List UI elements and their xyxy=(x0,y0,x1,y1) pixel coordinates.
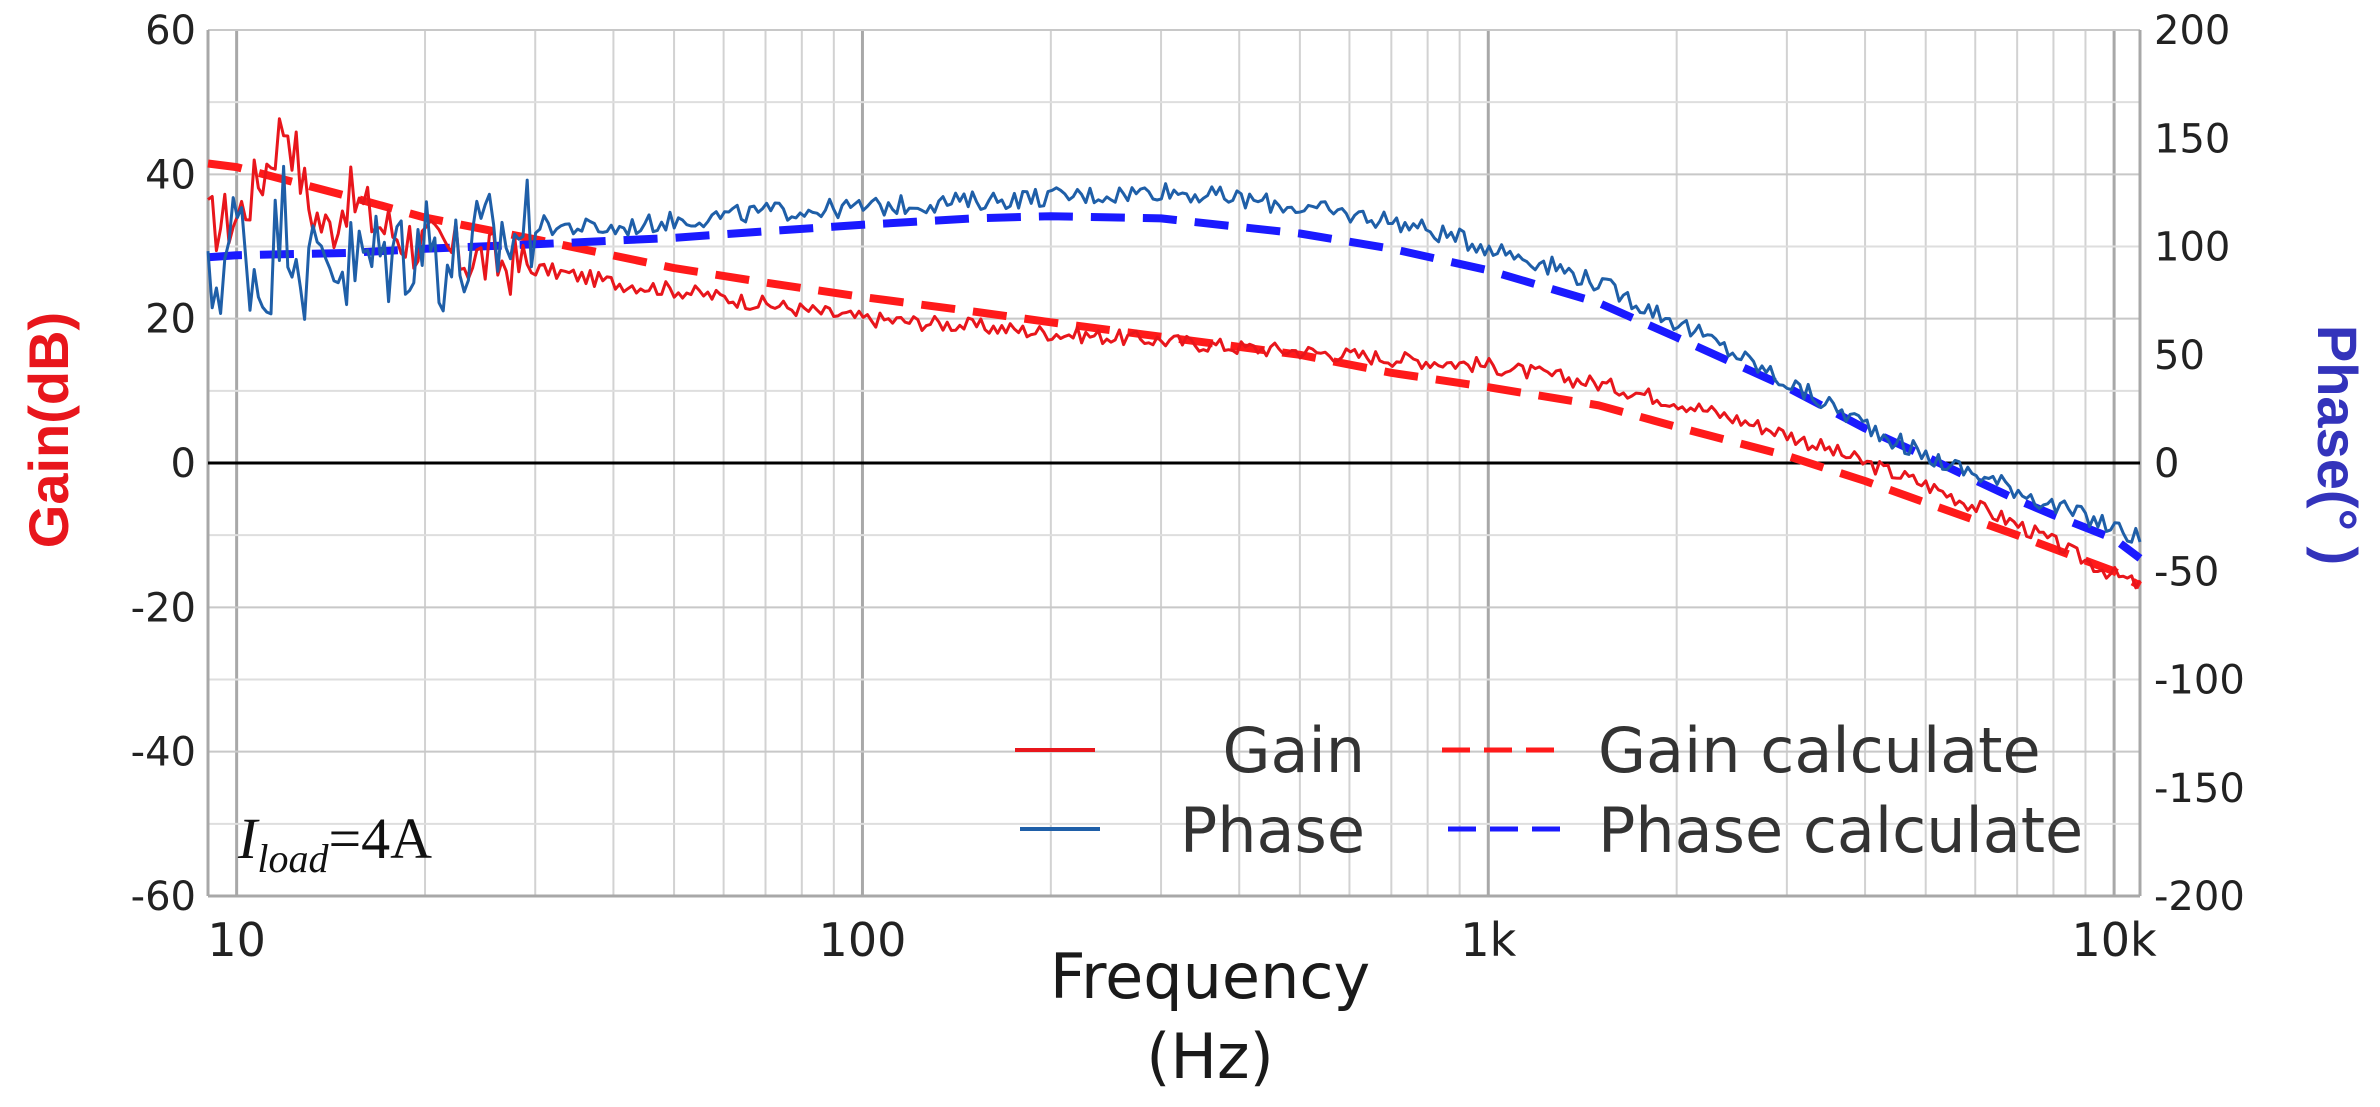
y-tick-label-right: 0 xyxy=(2154,441,2179,487)
y-tick-label-right: 50 xyxy=(2154,333,2205,379)
anno-subscript: load xyxy=(257,836,329,881)
y-tick-label-left: 20 xyxy=(145,297,196,343)
series-phase-line xyxy=(206,164,2142,544)
legend-label-phase-calculate: Phase calculate xyxy=(1598,794,2083,867)
legend-label-gain: Gain xyxy=(1222,714,1365,787)
y-tick-label-right: -150 xyxy=(2154,766,2245,812)
x-tick-label: 1k xyxy=(1460,913,1516,967)
legend-label-phase: Phase xyxy=(1180,794,1365,867)
y-tick-label-right: 200 xyxy=(2154,8,2230,54)
y-tick-label-left: -20 xyxy=(131,585,196,631)
y-tick-label-left: -40 xyxy=(131,730,196,776)
x-axis-unit: (Hz) xyxy=(1146,1020,1274,1093)
x-tick-label: 10k xyxy=(2072,913,2158,967)
y-ticks-left: 60 40 20 0 -20 -40 -60 xyxy=(131,8,196,920)
y-tick-label-left: 60 xyxy=(145,8,196,54)
legend-label-gain-calculate: Gain calculate xyxy=(1598,714,2041,787)
x-axis-label: Frequency xyxy=(1050,940,1370,1013)
y-tick-label-right: -200 xyxy=(2154,874,2245,920)
y-tick-label-right: -50 xyxy=(2154,549,2219,595)
y-tick-label-left: 40 xyxy=(145,152,196,198)
y-ticks-right: 200 150 100 50 0 -50 -100 -150 -200 xyxy=(2154,8,2245,920)
x-tick-label: 10 xyxy=(207,913,266,967)
y-tick-label-right: 100 xyxy=(2154,225,2230,271)
y-tick-label-right: -100 xyxy=(2154,658,2245,704)
anno-symbol: I xyxy=(237,806,260,871)
load-annotation: Iload=4A xyxy=(237,806,432,881)
anno-rest: =4A xyxy=(328,806,432,871)
x-ticks: 10 100 1k 10k xyxy=(207,913,2157,967)
legend: Gain Phase Gain calculate Phase calculat… xyxy=(1015,714,2083,867)
y-axis-label-left: Gain(dB) xyxy=(17,312,80,548)
y-axis-label-right: Phase(° ) xyxy=(2306,325,2369,565)
y-tick-label-right: 150 xyxy=(2154,116,2230,162)
y-tick-label-left: 0 xyxy=(171,441,196,487)
series-gain-calculate-line xyxy=(207,159,2142,590)
series-phase-calculate-line xyxy=(207,212,2143,562)
x-tick-label: 100 xyxy=(819,913,907,967)
series-lines xyxy=(206,117,2143,590)
series-gain-line xyxy=(207,117,2142,590)
y-tick-label-left: -60 xyxy=(131,874,196,920)
